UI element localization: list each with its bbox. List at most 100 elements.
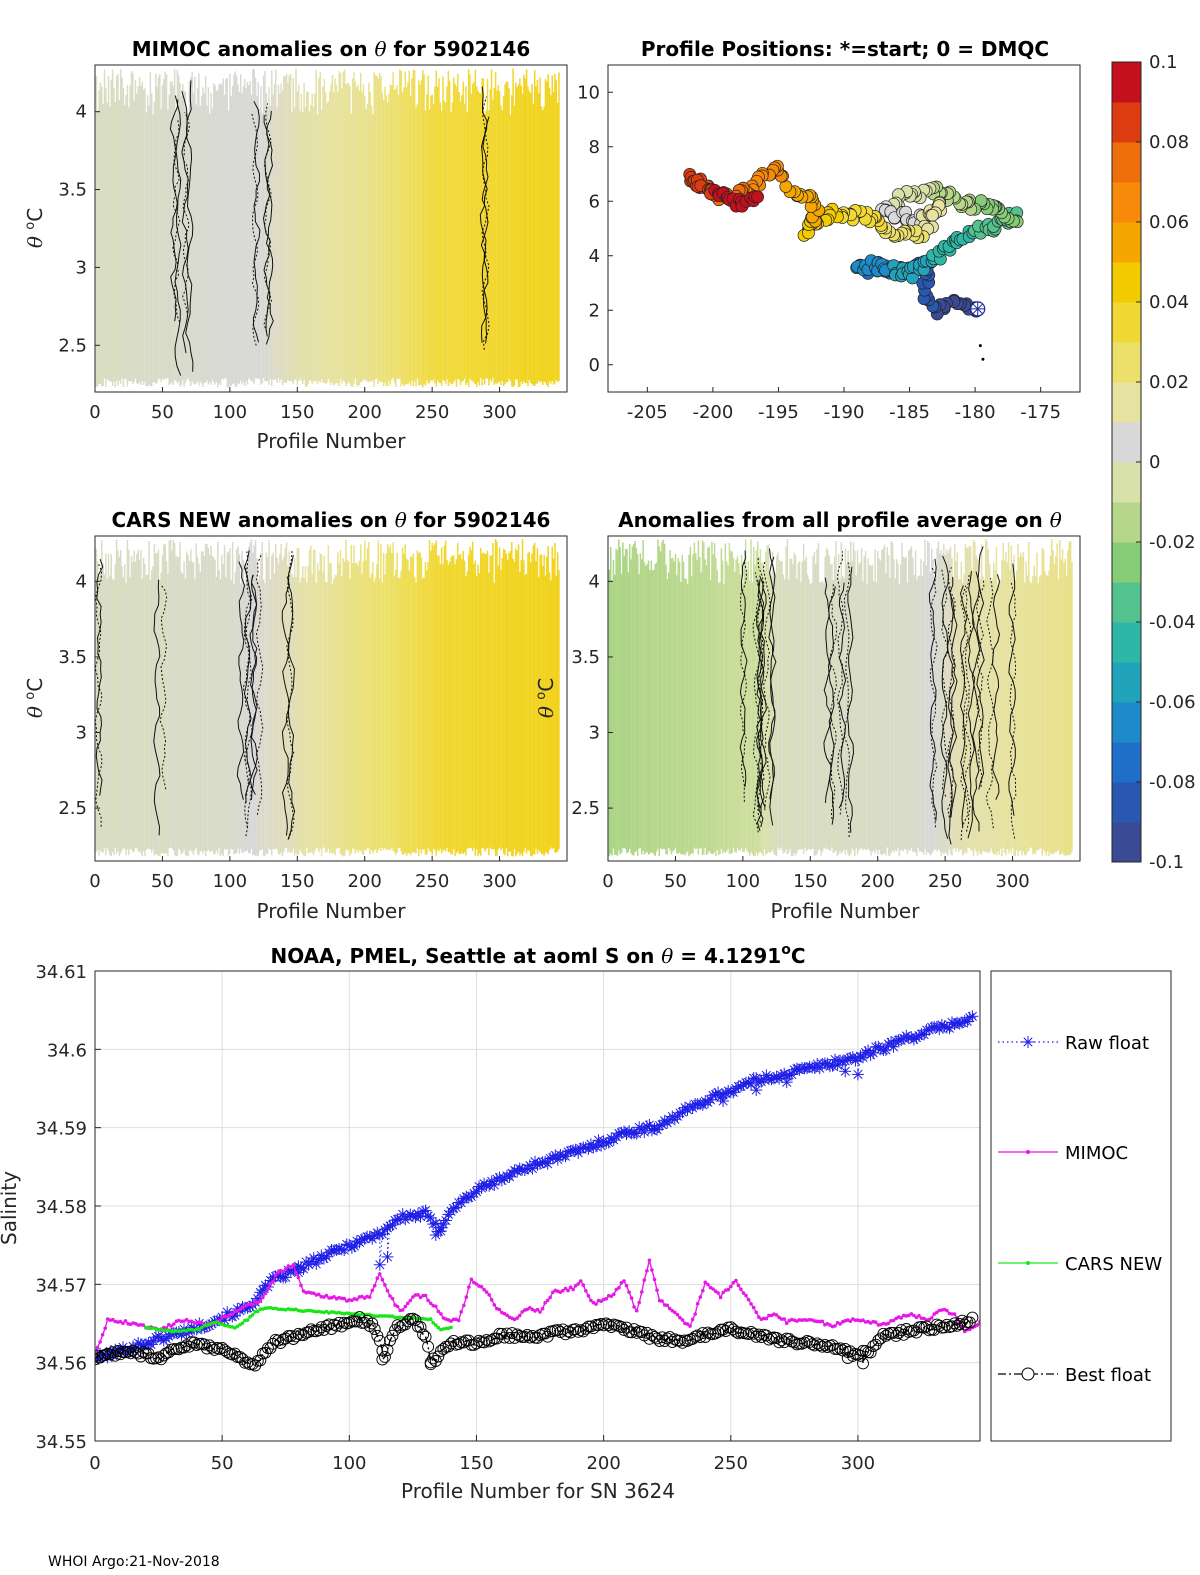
heatmap-column <box>144 563 146 857</box>
heatmap-column <box>767 544 770 853</box>
salinity-ticks: 0 50 100 150 200 250 30034.5534.5634.5734.5834… <box>35 962 875 1474</box>
heatmap-column <box>777 552 779 848</box>
heatmap-column <box>890 541 893 854</box>
x-tick-label: 150 <box>793 871 827 892</box>
heatmap-column <box>377 78 380 385</box>
heatmap-column <box>211 556 214 851</box>
heatmap-column <box>535 86 537 384</box>
series-dot-marker <box>589 1298 593 1303</box>
heatmap-column <box>361 92 363 383</box>
heatmap-column <box>1019 552 1022 851</box>
heatmap-column <box>405 558 408 856</box>
heatmap-column <box>295 577 297 854</box>
heatmap-column <box>871 564 874 852</box>
heatmap-column <box>455 86 458 387</box>
contour-line <box>847 566 855 833</box>
heatmap-column <box>547 545 549 855</box>
heatmap-column <box>639 553 642 849</box>
series-dot-marker <box>103 1326 107 1330</box>
panel-salinity: NOAA, PMEL, Seattle at aoml S on θ = 4.1… <box>0 942 1172 1503</box>
x-tick-label: 200 <box>348 402 382 423</box>
heatmap-column <box>515 82 517 380</box>
heatmap-column <box>940 549 942 857</box>
heatmap-column <box>111 578 114 853</box>
heatmap-column <box>752 547 755 857</box>
heatmap-column <box>345 539 347 851</box>
best-float-marker <box>445 1337 457 1350</box>
heatmap-column <box>404 544 406 854</box>
heatmap-column <box>254 77 257 379</box>
heatmap-column <box>136 553 138 849</box>
heatmap-column <box>296 548 299 856</box>
series-dot-marker <box>436 1309 441 1314</box>
salinity-title: NOAA, PMEL, Seattle at aoml S on θ = 4.1… <box>270 942 805 968</box>
best-float-marker <box>597 1319 610 1332</box>
heatmap-column <box>366 547 369 849</box>
heatmap-column <box>404 71 406 385</box>
best-float-marker <box>473 1334 485 1347</box>
heatmap-column <box>783 579 786 853</box>
heatmap-column <box>673 561 675 850</box>
heatmap-column <box>708 546 710 851</box>
heatmap-column <box>399 69 401 379</box>
heatmap-column <box>1060 559 1062 855</box>
series-dot-marker <box>449 1325 453 1330</box>
series-dot-marker <box>929 1316 934 1320</box>
series-dot-marker <box>739 1287 743 1292</box>
heatmap-column <box>489 89 491 380</box>
asterisk-stroke <box>751 1073 761 1083</box>
series-dot-marker <box>184 1317 189 1322</box>
series-dot-marker <box>136 1323 140 1327</box>
best-float-marker <box>625 1326 638 1339</box>
series-dot-marker <box>360 1294 364 1299</box>
heatmap-column <box>816 549 818 855</box>
x-tick-label: 250 <box>714 1453 748 1474</box>
heatmap-column <box>976 558 979 856</box>
best-float-marker <box>427 1352 440 1365</box>
heatmap-column <box>524 78 526 384</box>
heatmap-column <box>882 548 884 854</box>
heatmap-column <box>868 564 871 851</box>
heatmap-column <box>355 562 358 850</box>
heatmap-column <box>269 579 272 850</box>
series-dot-marker <box>342 1296 347 1301</box>
heatmap-column <box>447 70 450 387</box>
series-dot-marker <box>250 1313 255 1317</box>
heatmap-column <box>516 550 518 854</box>
heatmap-column <box>442 564 444 852</box>
heatmap-column <box>490 69 493 382</box>
heatmap-column <box>462 551 464 855</box>
heatmap-column <box>315 582 317 848</box>
contour-line <box>1008 563 1016 816</box>
contour-line <box>756 579 765 831</box>
heatmap-column <box>696 559 698 849</box>
heatmap-column <box>191 561 193 853</box>
heatmap-column <box>436 86 439 381</box>
best-float-marker <box>618 1323 630 1336</box>
y-tick-label: 3.5 <box>571 647 600 668</box>
heatmap-column <box>864 550 867 850</box>
best-float-marker <box>813 1339 826 1352</box>
heatmap-column <box>368 82 370 383</box>
contour-line <box>827 586 836 825</box>
series-dot-marker <box>619 1281 624 1285</box>
heatmap-column <box>219 83 222 386</box>
heatmap-column <box>364 540 366 851</box>
colorbar-level <box>1112 622 1141 663</box>
best-float-marker <box>95 1353 101 1366</box>
series-dot-marker <box>395 1315 400 1320</box>
series-dot-marker <box>721 1290 725 1295</box>
legend-item: MIMOC <box>998 1143 1128 1164</box>
heatmap-column <box>496 90 498 384</box>
best-float-marker <box>373 1334 386 1347</box>
heatmap-column <box>118 556 121 856</box>
heatmap-column <box>132 562 134 853</box>
heatmap-column <box>474 69 477 384</box>
heatmap-column <box>192 562 195 856</box>
heatmap-column <box>877 550 879 855</box>
heatmap-column <box>450 557 452 855</box>
heatmap-column <box>836 578 839 857</box>
heatmap-column <box>257 580 259 857</box>
asterisk-stroke <box>863 1045 873 1056</box>
best-float-marker <box>630 1326 643 1339</box>
